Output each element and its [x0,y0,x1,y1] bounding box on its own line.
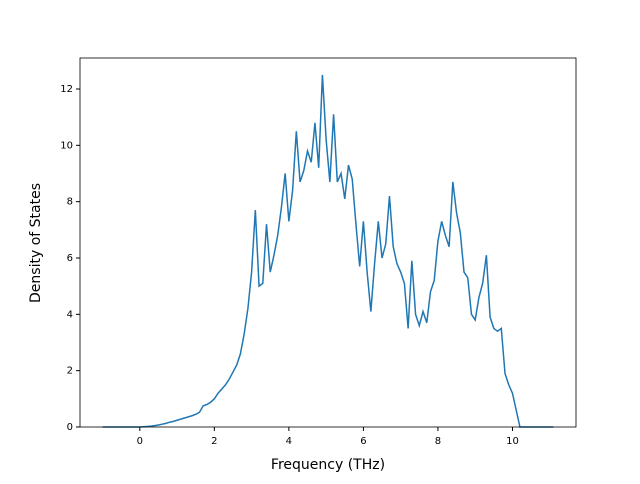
y-axis-label: Density of States [28,183,44,303]
x-tick-label: 4 [286,436,292,447]
y-tick-label: 12 [60,84,73,95]
x-axis-label: Frequency (THz) [271,457,385,473]
x-tick-label: 6 [360,436,366,447]
plot-frame [79,57,577,428]
x-tick-label: 8 [435,436,441,447]
y-tick-label: 8 [67,197,73,208]
x-tick-label: 10 [506,436,519,447]
y-tick-label: 0 [67,422,73,433]
y-tick-label: 2 [67,366,73,377]
y-tick-label: 6 [67,253,73,264]
y-tick-label: 10 [60,140,73,151]
y-tick-label: 4 [67,309,73,320]
x-tick-label: 0 [137,436,143,447]
data-line [102,74,554,428]
x-tick-label: 2 [211,436,217,447]
